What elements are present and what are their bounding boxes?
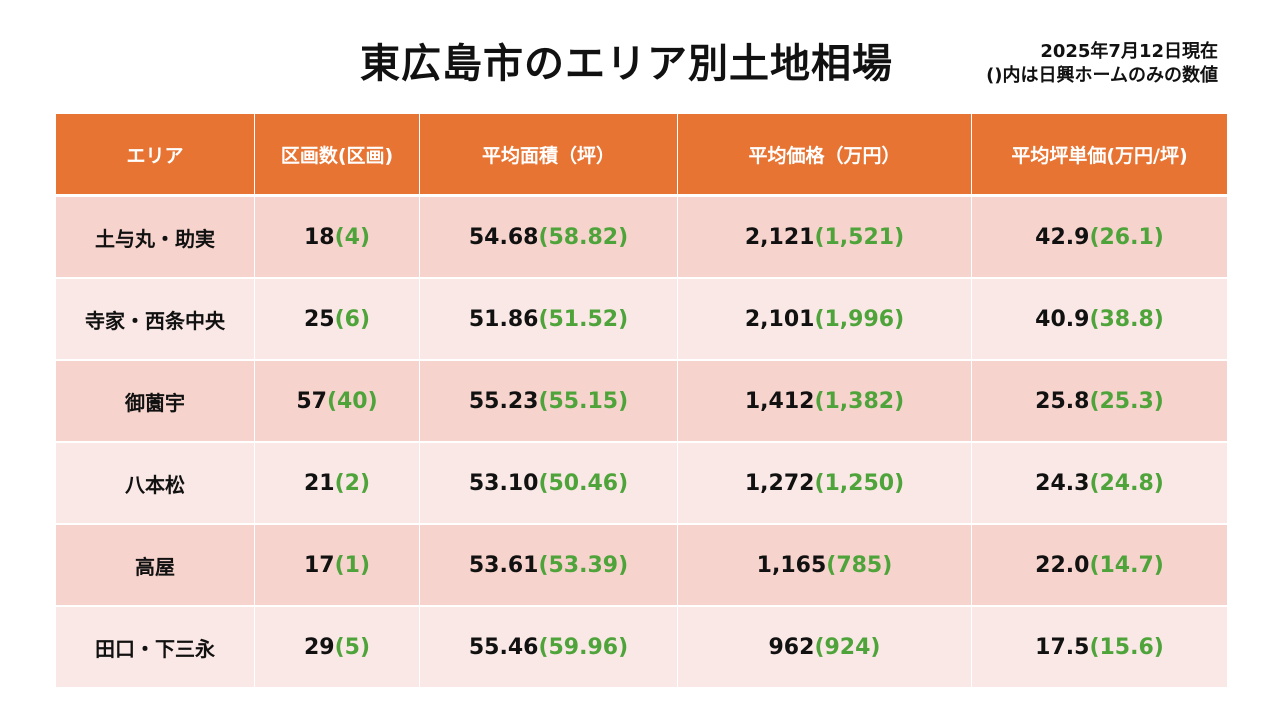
header-lots: 区画数(区画) bbox=[254, 114, 420, 197]
unit-price-cell: 42.9(26.1) bbox=[971, 195, 1228, 279]
price-value: 962 bbox=[768, 634, 815, 660]
area-cell: 土与丸・助実 bbox=[55, 195, 255, 279]
unit-price-value: 22.0 bbox=[1035, 552, 1090, 578]
page-title: 東広島市のエリア別土地相場 bbox=[360, 41, 893, 87]
unit-price-paren-value: (25.3) bbox=[1089, 388, 1164, 414]
size-paren-value: (58.82) bbox=[538, 224, 629, 250]
price-paren-value: (1,382) bbox=[814, 388, 905, 414]
price-value: 1,272 bbox=[744, 470, 815, 496]
lots-paren-value: (1) bbox=[334, 552, 371, 578]
table-row: 御薗宇 57(40) 55.23(55.15) 1,412(1,382) 25.… bbox=[55, 360, 1228, 443]
price-paren-value: (785) bbox=[826, 552, 893, 578]
lots-cell: 25(6) bbox=[254, 278, 420, 361]
unit-price-value: 40.9 bbox=[1035, 306, 1090, 332]
price-cell: 2,121(1,521) bbox=[677, 195, 972, 279]
unit-price-value: 24.3 bbox=[1035, 470, 1090, 496]
size-value: 55.23 bbox=[468, 388, 539, 414]
price-value: 2,101 bbox=[744, 306, 815, 332]
lots-value: 57 bbox=[296, 388, 327, 414]
lots-cell: 18(4) bbox=[254, 195, 420, 279]
price-value: 2,121 bbox=[744, 224, 815, 250]
lots-cell: 29(5) bbox=[254, 606, 420, 689]
price-cell: 1,165(785) bbox=[677, 524, 972, 607]
price-cell: 1,412(1,382) bbox=[677, 360, 972, 443]
header-average-price: 平均価格（万円） bbox=[677, 114, 972, 197]
price-value: 1,412 bbox=[744, 388, 815, 414]
size-cell: 54.68(58.82) bbox=[419, 195, 678, 279]
price-paren-value: (924) bbox=[814, 634, 881, 660]
lots-paren-value: (4) bbox=[334, 224, 371, 250]
unit-price-cell: 24.3(24.8) bbox=[971, 442, 1228, 525]
price-cell: 962(924) bbox=[677, 606, 972, 689]
unit-price-value: 17.5 bbox=[1035, 634, 1090, 660]
lots-value: 25 bbox=[303, 306, 335, 332]
lots-value: 17 bbox=[303, 552, 335, 578]
paren-note: ()内は日興ホームのみの数値 bbox=[986, 65, 1218, 86]
unit-price-paren-value: (24.8) bbox=[1089, 470, 1164, 496]
lots-value: 29 bbox=[303, 634, 335, 660]
table-row: 寺家・西条中央 25(6) 51.86(51.52) 2,101(1,996) … bbox=[55, 278, 1228, 361]
lots-paren-value: (40) bbox=[326, 388, 378, 414]
size-paren-value: (51.52) bbox=[538, 306, 629, 332]
lots-cell: 57(40) bbox=[254, 360, 420, 443]
lots-cell: 17(1) bbox=[254, 524, 420, 607]
area-cell: 寺家・西条中央 bbox=[55, 278, 255, 361]
area-cell: 八本松 bbox=[55, 442, 255, 525]
header-unit-price: 平均坪単価(万円/坪) bbox=[971, 114, 1228, 197]
size-paren-value: (53.39) bbox=[538, 552, 629, 578]
unit-price-cell: 22.0(14.7) bbox=[971, 524, 1228, 607]
unit-price-cell: 17.5(15.6) bbox=[971, 606, 1228, 689]
unit-price-value: 42.9 bbox=[1035, 224, 1090, 250]
price-paren-value: (1,996) bbox=[814, 306, 905, 332]
size-paren-value: (50.46) bbox=[538, 470, 629, 496]
lots-value: 18 bbox=[303, 224, 335, 250]
header-average-size: 平均面積（坪） bbox=[419, 114, 678, 197]
unit-price-value: 25.8 bbox=[1035, 388, 1090, 414]
table-row: 八本松 21(2) 53.10(50.46) 1,272(1,250) 24.3… bbox=[55, 442, 1228, 525]
size-cell: 53.61(53.39) bbox=[419, 524, 678, 607]
size-value: 53.61 bbox=[468, 552, 539, 578]
area-cell: 御薗宇 bbox=[55, 360, 255, 443]
size-paren-value: (59.96) bbox=[538, 634, 629, 660]
lots-paren-value: (2) bbox=[334, 470, 371, 496]
table-row: 高屋 17(1) 53.61(53.39) 1,165(785) 22.0(14… bbox=[55, 524, 1228, 607]
unit-price-cell: 40.9(38.8) bbox=[971, 278, 1228, 361]
lots-cell: 21(2) bbox=[254, 442, 420, 525]
size-value: 54.68 bbox=[468, 224, 539, 250]
lots-paren-value: (6) bbox=[334, 306, 371, 332]
size-value: 53.10 bbox=[468, 470, 539, 496]
area-cell: 高屋 bbox=[55, 524, 255, 607]
price-cell: 1,272(1,250) bbox=[677, 442, 972, 525]
unit-price-cell: 25.8(25.3) bbox=[971, 360, 1228, 443]
table-row: 田口・下三永 29(5) 55.46(59.96) 962(924) 17.5(… bbox=[55, 606, 1228, 689]
price-value: 1,165 bbox=[756, 552, 827, 578]
land-price-table: エリア 区画数(区画) 平均面積（坪） 平均価格（万円） 平均坪単価(万円/坪)… bbox=[55, 114, 1228, 689]
unit-price-paren-value: (26.1) bbox=[1089, 224, 1164, 250]
size-value: 51.86 bbox=[468, 306, 539, 332]
note-block: 2025年7月12日現在 ()内は日興ホームのみの数値 bbox=[918, 40, 1218, 88]
size-cell: 55.46(59.96) bbox=[419, 606, 678, 689]
unit-price-paren-value: (38.8) bbox=[1089, 306, 1164, 332]
size-value: 55.46 bbox=[468, 634, 539, 660]
table-header-row: エリア 区画数(区画) 平均面積（坪） 平均価格（万円） 平均坪単価(万円/坪) bbox=[55, 114, 1228, 197]
price-cell: 2,101(1,996) bbox=[677, 278, 972, 361]
lots-paren-value: (5) bbox=[334, 634, 371, 660]
size-cell: 51.86(51.52) bbox=[419, 278, 678, 361]
as-of-date: 2025年7月12日現在 bbox=[1040, 41, 1218, 62]
price-paren-value: (1,250) bbox=[814, 470, 905, 496]
header-area: エリア bbox=[55, 114, 255, 197]
price-paren-value: (1,521) bbox=[814, 224, 905, 250]
size-cell: 53.10(50.46) bbox=[419, 442, 678, 525]
size-cell: 55.23(55.15) bbox=[419, 360, 678, 443]
table-row: 土与丸・助実 18(4) 54.68(58.82) 2,121(1,521) 4… bbox=[55, 195, 1228, 279]
lots-value: 21 bbox=[303, 470, 335, 496]
area-cell: 田口・下三永 bbox=[55, 606, 255, 689]
size-paren-value: (55.15) bbox=[538, 388, 629, 414]
unit-price-paren-value: (14.7) bbox=[1089, 552, 1164, 578]
unit-price-paren-value: (15.6) bbox=[1089, 634, 1164, 660]
